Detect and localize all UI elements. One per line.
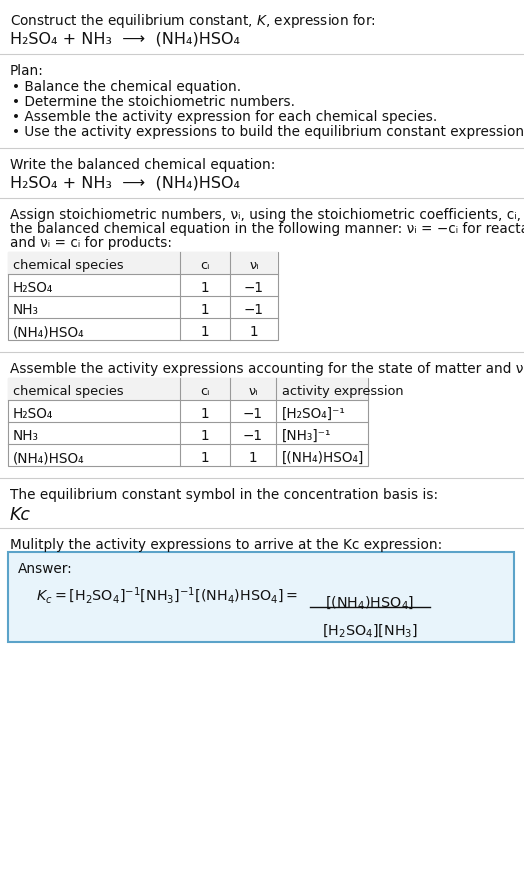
Text: −1: −1 <box>243 407 263 421</box>
Text: 1: 1 <box>201 451 209 465</box>
Text: 1: 1 <box>201 325 209 339</box>
Text: 1: 1 <box>249 451 257 465</box>
Text: NH₃: NH₃ <box>13 303 39 317</box>
Text: chemical species: chemical species <box>13 259 124 272</box>
Text: • Assemble the activity expression for each chemical species.: • Assemble the activity expression for e… <box>12 110 437 124</box>
Text: [(NH₄)HSO₄]: [(NH₄)HSO₄] <box>282 451 364 465</box>
Text: • Use the activity expressions to build the equilibrium constant expression.: • Use the activity expressions to build … <box>12 125 524 139</box>
Text: $K_c = [\mathrm{H_2SO_4}]^{-1}[\mathrm{NH_3}]^{-1}[(\mathrm{NH_4})\mathrm{HSO_4}: $K_c = [\mathrm{H_2SO_4}]^{-1}[\mathrm{N… <box>36 586 298 606</box>
Text: Assign stoichiometric numbers, νᵢ, using the stoichiometric coefficients, cᵢ, fr: Assign stoichiometric numbers, νᵢ, using… <box>10 208 524 222</box>
Text: H₂SO₄: H₂SO₄ <box>13 407 53 421</box>
Text: Write the balanced chemical equation:: Write the balanced chemical equation: <box>10 158 276 172</box>
Text: Construct the equilibrium constant, $K$, expression for:: Construct the equilibrium constant, $K$,… <box>10 12 376 30</box>
Text: Plan:: Plan: <box>10 64 44 78</box>
Text: 1: 1 <box>201 281 209 295</box>
Text: • Determine the stoichiometric numbers.: • Determine the stoichiometric numbers. <box>12 95 295 109</box>
Text: • Balance the chemical equation.: • Balance the chemical equation. <box>12 80 241 94</box>
Text: −1: −1 <box>244 281 264 295</box>
Text: 1: 1 <box>201 303 209 317</box>
Text: (NH₄)HSO₄: (NH₄)HSO₄ <box>13 325 84 339</box>
Text: $[\mathrm{H_2SO_4}][\mathrm{NH_3}]$: $[\mathrm{H_2SO_4}][\mathrm{NH_3}]$ <box>322 622 418 638</box>
Text: Kᴄ: Kᴄ <box>10 506 31 524</box>
Bar <box>8 252 278 274</box>
Text: 1: 1 <box>201 429 209 443</box>
Text: 1: 1 <box>201 407 209 421</box>
Bar <box>8 378 368 400</box>
Text: and νᵢ = cᵢ for products:: and νᵢ = cᵢ for products: <box>10 236 172 250</box>
Text: [H₂SO₄]⁻¹: [H₂SO₄]⁻¹ <box>282 407 346 421</box>
Text: [NH₃]⁻¹: [NH₃]⁻¹ <box>282 429 332 443</box>
Text: Answer:: Answer: <box>18 562 73 576</box>
Text: Assemble the activity expressions accounting for the state of matter and νᵢ:: Assemble the activity expressions accoun… <box>10 362 524 376</box>
Text: chemical species: chemical species <box>13 385 124 398</box>
Text: NH₃: NH₃ <box>13 429 39 443</box>
Text: (NH₄)HSO₄: (NH₄)HSO₄ <box>13 451 84 465</box>
Text: The equilibrium constant symbol in the concentration basis is:: The equilibrium constant symbol in the c… <box>10 488 438 502</box>
Text: 1: 1 <box>250 325 258 339</box>
Text: H₂SO₄ + NH₃  ⟶  (NH₄)HSO₄: H₂SO₄ + NH₃ ⟶ (NH₄)HSO₄ <box>10 176 240 191</box>
Text: H₂SO₄: H₂SO₄ <box>13 281 53 295</box>
Text: cᵢ: cᵢ <box>200 259 210 272</box>
Text: Mulitply the activity expressions to arrive at the Kᴄ expression:: Mulitply the activity expressions to arr… <box>10 538 442 552</box>
Text: activity expression: activity expression <box>282 385 403 398</box>
Text: H₂SO₄ + NH₃  ⟶  (NH₄)HSO₄: H₂SO₄ + NH₃ ⟶ (NH₄)HSO₄ <box>10 32 240 47</box>
Text: $[(\mathrm{NH_4})\mathrm{HSO_4}]$: $[(\mathrm{NH_4})\mathrm{HSO_4}]$ <box>325 594 414 611</box>
Bar <box>8 552 514 642</box>
Bar <box>8 252 278 340</box>
Text: the balanced chemical equation in the following manner: νᵢ = −cᵢ for reactants: the balanced chemical equation in the fo… <box>10 222 524 236</box>
Text: cᵢ: cᵢ <box>200 385 210 398</box>
Bar <box>8 378 368 466</box>
Text: −1: −1 <box>244 303 264 317</box>
Text: νᵢ: νᵢ <box>249 259 259 272</box>
Text: −1: −1 <box>243 429 263 443</box>
Text: νᵢ: νᵢ <box>248 385 258 398</box>
